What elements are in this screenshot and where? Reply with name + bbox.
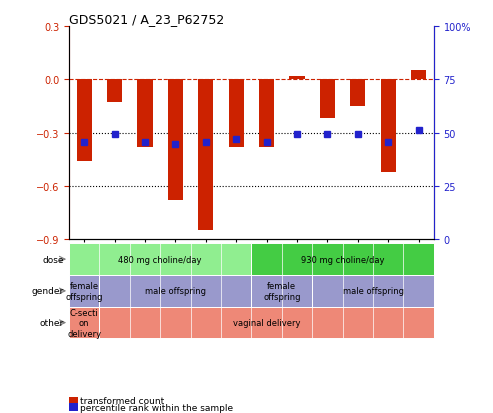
Text: male offspring: male offspring	[145, 287, 206, 296]
Text: female
offspring: female offspring	[66, 282, 103, 301]
Bar	[411, 71, 426, 80]
Text: 480 mg choline/day: 480 mg choline/day	[118, 255, 202, 264]
Bar	[381, 80, 396, 172]
Bar	[168, 80, 183, 201]
Text: other: other	[40, 318, 64, 328]
Bar	[229, 80, 244, 147]
Text: vaginal delivery: vaginal delivery	[233, 318, 300, 328]
Text: female
offspring: female offspring	[263, 282, 301, 301]
Text: male offspring: male offspring	[343, 287, 404, 296]
Bar	[350, 80, 365, 107]
Bar	[320, 80, 335, 119]
Text: percentile rank within the sample: percentile rank within the sample	[80, 403, 234, 412]
Text: C-secti
on
delivery: C-secti on delivery	[67, 308, 101, 338]
Bar	[76, 80, 92, 161]
Text: gender: gender	[32, 287, 64, 296]
Bar	[198, 80, 213, 231]
Text: GDS5021 / A_23_P62752: GDS5021 / A_23_P62752	[69, 13, 224, 26]
Bar	[259, 80, 274, 147]
Text: transformed count: transformed count	[80, 396, 165, 406]
Bar	[107, 80, 122, 103]
Text: 930 mg choline/day: 930 mg choline/day	[301, 255, 385, 264]
Bar	[289, 76, 305, 80]
Text: dose: dose	[42, 255, 64, 264]
Bar	[138, 80, 153, 147]
